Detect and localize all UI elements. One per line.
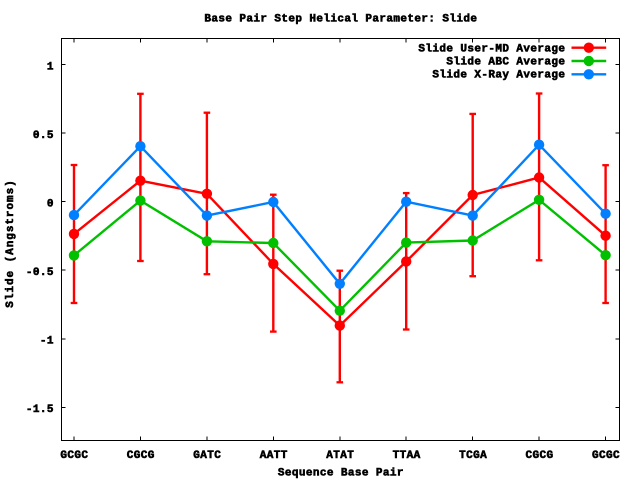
svg-text:GATC: GATC [193,450,221,462]
svg-text:TTAA: TTAA [393,450,421,462]
svg-text:Slide X-Ray Average: Slide X-Ray Average [432,70,565,82]
svg-text:Base Pair Step Helical Paramet: Base Pair Step Helical Parameter: Slide [204,14,477,26]
svg-text:Slide (Angstroms): Slide (Angstroms) [5,179,17,307]
svg-text:Slide User-MD Average: Slide User-MD Average [418,43,565,55]
svg-text:1: 1 [47,61,54,73]
svg-text:0.5: 0.5 [33,130,54,142]
svg-text:CGCG: CGCG [127,450,155,462]
svg-text:Slide ABC Average: Slide ABC Average [446,57,565,69]
svg-text:-1: -1 [40,336,54,348]
svg-text:GCGC: GCGC [60,450,88,462]
svg-text:AATT: AATT [260,450,288,462]
svg-text:-0.5: -0.5 [26,267,54,279]
svg-text:Sequence Base Pair: Sequence Base Pair [278,467,404,479]
svg-text:ATAT: ATAT [326,450,354,462]
svg-text:0: 0 [47,199,54,211]
svg-text:CGCG: CGCG [525,450,553,462]
svg-text:TCGA: TCGA [459,450,487,462]
svg-text:-1.5: -1.5 [26,404,54,416]
svg-text:GCGC: GCGC [592,450,620,462]
